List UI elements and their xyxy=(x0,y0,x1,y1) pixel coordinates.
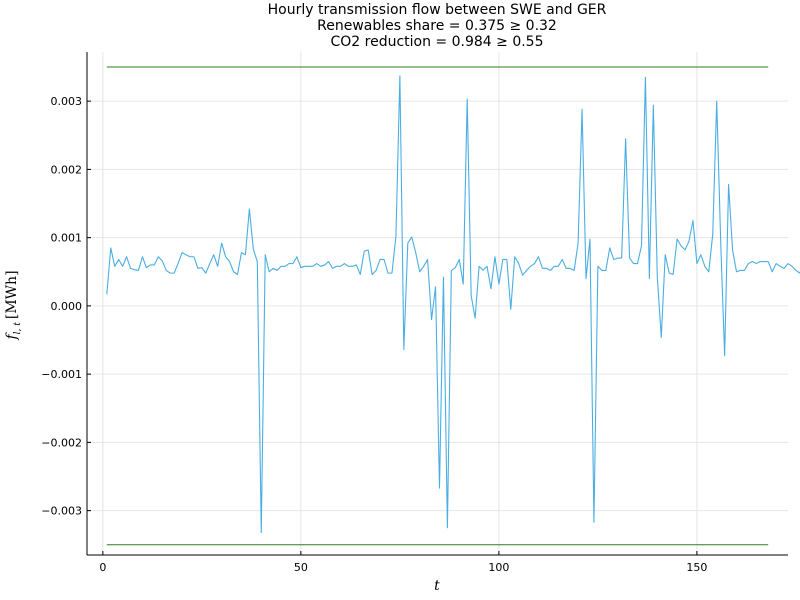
title-line-2: Renewables share = 0.375 ≥ 0.32 xyxy=(317,18,557,34)
y-axis-label-unit: [MWh] xyxy=(4,270,20,319)
title-line-1: Hourly transmission flow between SWE and… xyxy=(268,2,607,18)
title-line-3: CO2 reduction = 0.984 ≥ 0.55 xyxy=(330,34,543,50)
y-tick-label: 0.001 xyxy=(51,232,83,245)
x-tick-label: 50 xyxy=(294,561,308,574)
bound-lines xyxy=(106,66,769,546)
y-tick-label: −0.002 xyxy=(41,436,82,449)
svg-text:fl, t[MWh]: fl, t [MWh] xyxy=(4,270,23,340)
axes xyxy=(86,52,788,556)
y-tick-label: 0.003 xyxy=(51,95,83,108)
y-tick-label: 0.000 xyxy=(51,300,83,313)
flow-series-line xyxy=(106,75,800,534)
x-tick-label: 150 xyxy=(686,561,707,574)
y-tick-label: −0.001 xyxy=(41,368,82,381)
y-tick-label: 0.002 xyxy=(51,163,83,176)
chart-title: Hourly transmission flow between SWE and… xyxy=(268,2,607,50)
y-axis-label-symbol: f xyxy=(4,332,20,341)
x-tick-label: 0 xyxy=(99,561,106,574)
y-axis-label: fl, t [MWh] xyxy=(4,270,23,340)
tick-labels: 0 50 100 150 −0.003 −0.002 −0.001 0.000 0.001 0.0… xyxy=(41,95,707,574)
series-layer xyxy=(106,75,800,534)
y-axis-label-subscript: l, t xyxy=(13,322,23,335)
x-tick-label: 100 xyxy=(488,561,509,574)
x-axis-label: t xyxy=(434,578,440,594)
gridlines xyxy=(87,52,788,555)
y-tick-label: −0.003 xyxy=(41,505,82,518)
